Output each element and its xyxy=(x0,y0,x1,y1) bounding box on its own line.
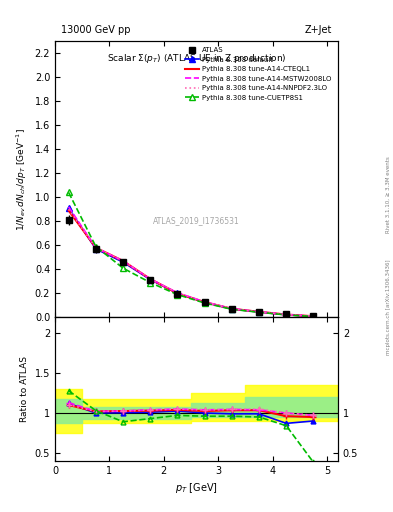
Text: mcplots.cern.ch [arXiv:1306.3436]: mcplots.cern.ch [arXiv:1306.3436] xyxy=(386,260,391,355)
Pythia 8.308 tune-A14-NNPDF2.3LO xyxy=(284,311,288,317)
Pythia 8.308 tune-A14-CTEQL1 xyxy=(311,313,316,319)
Pythia 8.308 tune-A14-CTEQL1 xyxy=(175,290,180,296)
Pythia 8.308 tune-CUETP8S1 xyxy=(202,300,207,306)
Pythia 8.308 tune-A14-NNPDF2.3LO xyxy=(148,276,152,282)
Pythia 8.308 tune-A14-CTEQL1 xyxy=(257,309,261,315)
Pythia 8.308 default xyxy=(175,290,180,296)
Pythia 8.308 tune-CUETP8S1 xyxy=(121,265,125,271)
Pythia 8.308 tune-A14-NNPDF2.3LO xyxy=(66,206,71,212)
Pythia 8.308 tune-CUETP8S1 xyxy=(175,291,180,297)
Pythia 8.308 tune-A14-CTEQL1 xyxy=(202,299,207,305)
Pythia 8.308 default xyxy=(94,246,98,252)
Pythia 8.308 tune-CUETP8S1 xyxy=(284,312,288,318)
Line: Pythia 8.308 tune-CUETP8S1: Pythia 8.308 tune-CUETP8S1 xyxy=(66,189,316,319)
Pythia 8.308 tune-A14-MSTW2008LO xyxy=(94,245,98,251)
Y-axis label: Ratio to ATLAS: Ratio to ATLAS xyxy=(20,356,29,422)
Pythia 8.308 tune-A14-MSTW2008LO xyxy=(257,309,261,315)
Pythia 8.308 default xyxy=(230,306,234,312)
Y-axis label: $1/N_{ev}\,dN_{ch}/dp_T$ [GeV$^{-1}$]: $1/N_{ev}\,dN_{ch}/dp_T$ [GeV$^{-1}$] xyxy=(15,127,29,231)
Pythia 8.308 tune-A14-CTEQL1 xyxy=(148,276,152,282)
Pythia 8.308 tune-A14-NNPDF2.3LO xyxy=(202,298,207,305)
Pythia 8.308 tune-A14-NNPDF2.3LO xyxy=(230,306,234,312)
Text: 13000 GeV pp: 13000 GeV pp xyxy=(61,26,130,35)
Text: Scalar $\Sigma(p_T)$ (ATLAS UE in Z production): Scalar $\Sigma(p_T)$ (ATLAS UE in Z prod… xyxy=(107,52,286,65)
Text: Rivet 3.1.10, ≥ 3.3M events: Rivet 3.1.10, ≥ 3.3M events xyxy=(386,156,391,233)
Line: Pythia 8.308 tune-A14-NNPDF2.3LO: Pythia 8.308 tune-A14-NNPDF2.3LO xyxy=(69,209,314,316)
Line: Pythia 8.308 tune-A14-CTEQL1: Pythia 8.308 tune-A14-CTEQL1 xyxy=(69,210,314,316)
Pythia 8.308 default xyxy=(202,300,207,306)
Pythia 8.308 tune-CUETP8S1 xyxy=(311,313,316,319)
Pythia 8.308 tune-A14-CTEQL1 xyxy=(66,207,71,214)
Pythia 8.308 tune-A14-MSTW2008LO xyxy=(148,276,152,282)
Legend: ATLAS, Pythia 8.308 default, Pythia 8.308 tune-A14-CTEQL1, Pythia 8.308 tune-A14: ATLAS, Pythia 8.308 default, Pythia 8.30… xyxy=(182,45,334,103)
Pythia 8.308 default xyxy=(66,205,71,211)
Pythia 8.308 tune-A14-CTEQL1 xyxy=(284,311,288,317)
Pythia 8.308 tune-A14-NNPDF2.3LO xyxy=(175,290,180,296)
Pythia 8.308 tune-A14-MSTW2008LO xyxy=(230,306,234,312)
Pythia 8.308 tune-A14-CTEQL1 xyxy=(94,245,98,251)
Pythia 8.308 tune-A14-CTEQL1 xyxy=(230,306,234,312)
Pythia 8.308 tune-A14-MSTW2008LO xyxy=(284,311,288,317)
Pythia 8.308 tune-A14-MSTW2008LO xyxy=(121,258,125,264)
Pythia 8.308 tune-CUETP8S1 xyxy=(94,243,98,249)
Pythia 8.308 default xyxy=(257,309,261,315)
Pythia 8.308 tune-CUETP8S1 xyxy=(230,306,234,312)
Text: Z+Jet: Z+Jet xyxy=(305,26,332,35)
Pythia 8.308 tune-A14-MSTW2008LO xyxy=(202,298,207,305)
Pythia 8.308 tune-A14-NNPDF2.3LO xyxy=(94,245,98,251)
Pythia 8.308 tune-CUETP8S1 xyxy=(148,280,152,286)
Pythia 8.308 default xyxy=(148,276,152,283)
Line: Pythia 8.308 tune-A14-MSTW2008LO: Pythia 8.308 tune-A14-MSTW2008LO xyxy=(69,207,314,316)
Pythia 8.308 tune-A14-MSTW2008LO xyxy=(175,290,180,296)
Pythia 8.308 default xyxy=(121,259,125,265)
Pythia 8.308 tune-A14-MSTW2008LO xyxy=(311,313,316,319)
Pythia 8.308 tune-A14-MSTW2008LO xyxy=(66,204,71,210)
Line: Pythia 8.308 default: Pythia 8.308 default xyxy=(66,205,316,319)
Pythia 8.308 tune-A14-CTEQL1 xyxy=(121,258,125,264)
Pythia 8.308 tune-A14-NNPDF2.3LO xyxy=(257,309,261,315)
Text: ATLAS_2019_I1736531: ATLAS_2019_I1736531 xyxy=(153,216,240,225)
Pythia 8.308 default xyxy=(311,313,316,319)
X-axis label: $p_T$ [GeV]: $p_T$ [GeV] xyxy=(175,481,218,495)
Pythia 8.308 default xyxy=(284,312,288,318)
Pythia 8.308 tune-CUETP8S1 xyxy=(257,309,261,315)
Pythia 8.308 tune-A14-NNPDF2.3LO xyxy=(311,313,316,319)
Pythia 8.308 tune-CUETP8S1 xyxy=(66,189,71,196)
Pythia 8.308 tune-A14-NNPDF2.3LO xyxy=(121,258,125,264)
